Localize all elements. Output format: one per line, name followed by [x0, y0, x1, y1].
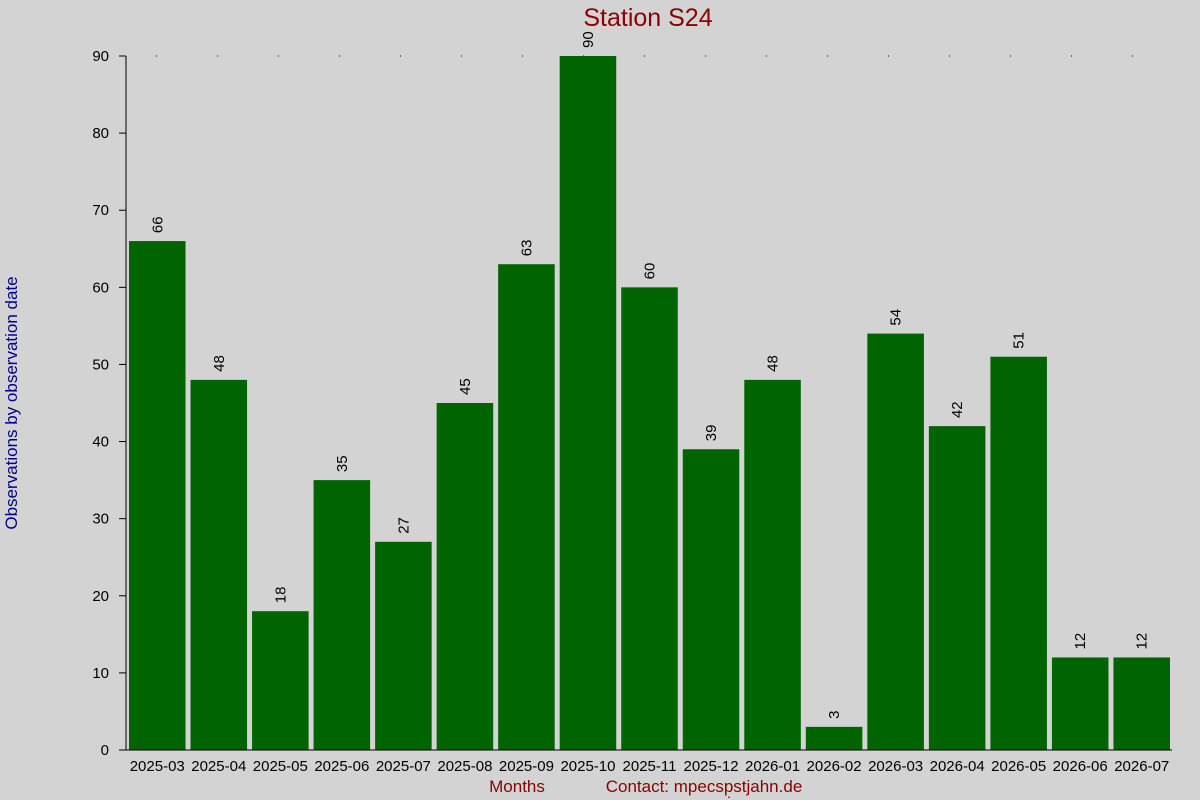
- x-tick-label: 2025-08: [437, 758, 492, 775]
- bar-2025-11: [621, 287, 678, 750]
- x-tick-label: 2026-05: [991, 758, 1046, 775]
- bar-2025-06: [313, 480, 371, 750]
- bar-value-label: 48: [211, 355, 228, 372]
- x-tick-label: 2026-06: [1053, 758, 1108, 775]
- bar-2026-01: [744, 379, 801, 750]
- bar-value-label: 90: [580, 31, 597, 48]
- bar-value-label: 66: [149, 216, 166, 233]
- bar-value-label: 35: [334, 455, 351, 472]
- bar-value-label: 27: [395, 517, 412, 534]
- contact-credit: Contact: mpecsp̣stjahn.de: [606, 777, 803, 798]
- bar-value-label: 54: [888, 309, 905, 326]
- y-tick-label: 20: [92, 588, 109, 605]
- y-tick-label: 60: [92, 279, 109, 296]
- bar-2025-03: [129, 241, 186, 751]
- bars-layer: [129, 56, 1170, 751]
- bar-2026-06: [1051, 657, 1109, 750]
- x-tick-label: 2025-04: [191, 758, 246, 775]
- x-tick-label: 2025-03: [130, 758, 185, 775]
- bar-value-label: 12: [1134, 633, 1151, 650]
- x-tick-label: 2025-05: [253, 758, 308, 775]
- x-axis-label: Months: [489, 777, 545, 796]
- x-tick-label: 2026-07: [1114, 758, 1169, 775]
- x-tick-label: 2025-06: [314, 758, 369, 775]
- y-tick-label: 90: [92, 48, 109, 65]
- y-axis-label: Observations by observation date: [2, 276, 21, 529]
- x-tick-label: 2026-03: [868, 758, 923, 775]
- labels-layer: 66 2025-03 48 2025-04 18 2025-05 35 2025-06 27 20…: [92, 31, 1169, 775]
- bar-value-label: 45: [457, 378, 474, 395]
- bar-value-label: 60: [642, 263, 659, 280]
- bar-2026-04: [928, 426, 986, 750]
- x-tick-label: 2026-02: [807, 758, 862, 775]
- bar-value-label: 12: [1072, 633, 1089, 650]
- bar-2025-07: [375, 541, 432, 750]
- x-tick-label: 2025-11: [623, 758, 677, 775]
- bar-value-label: 42: [949, 401, 966, 418]
- x-tick-label: 2025-07: [376, 758, 431, 775]
- y-tick-label: 50: [92, 356, 109, 373]
- x-tick-label: 2026-04: [930, 758, 985, 775]
- bar-2026-07: [1113, 657, 1170, 750]
- chart-title: Station S24: [583, 4, 712, 32]
- bar-value-label: 63: [518, 240, 535, 257]
- bar-2025-12: [682, 449, 740, 750]
- y-tick-label: 30: [92, 511, 109, 528]
- x-tick-label: 2025-09: [499, 758, 554, 775]
- y-tick-label: 0: [101, 742, 109, 759]
- bar-2026-03: [867, 333, 924, 750]
- bar-2025-09: [498, 264, 555, 750]
- y-tick-label: 40: [92, 434, 109, 451]
- bar-2026-05: [990, 356, 1047, 750]
- y-tick-label: 10: [92, 665, 109, 682]
- bar-value-label: 3: [826, 711, 843, 719]
- bar-value-label: 48: [765, 355, 782, 372]
- y-tick-label: 70: [92, 202, 109, 219]
- bar-2025-05: [252, 611, 309, 750]
- x-tick-label: 2025-12: [683, 758, 738, 775]
- axes-layer: [119, 55, 1172, 751]
- x-tick-label: 2026-01: [745, 758, 800, 775]
- bar-2025-10: [559, 56, 617, 750]
- y-tick-label: 80: [92, 125, 109, 142]
- bar-value-label: 39: [703, 425, 720, 442]
- bar-2025-04: [190, 379, 248, 750]
- bar-value-label: 18: [272, 587, 289, 604]
- x-tick-label: 2025-10: [560, 758, 615, 775]
- bar-2026-02: [805, 726, 863, 750]
- bar-2025-08: [436, 403, 494, 750]
- bar-value-label: 51: [1011, 332, 1028, 349]
